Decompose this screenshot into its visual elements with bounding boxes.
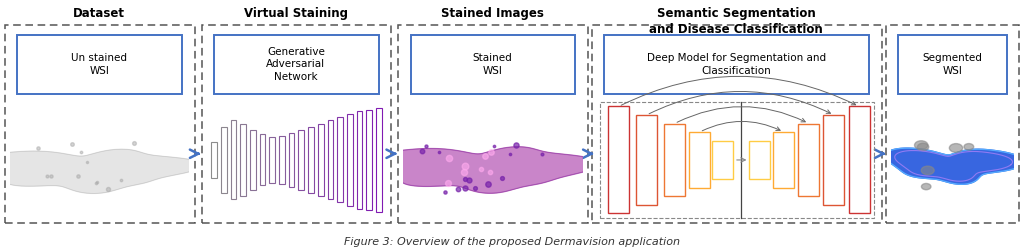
Bar	[289, 133, 295, 187]
Text: Stained Images: Stained Images	[441, 7, 544, 20]
Bar	[328, 121, 333, 199]
Bar	[823, 115, 845, 205]
Bar	[211, 142, 217, 178]
Bar	[347, 114, 352, 206]
Bar	[250, 130, 256, 190]
Polygon shape	[886, 148, 1024, 184]
Bar	[689, 132, 711, 188]
Bar	[665, 124, 685, 196]
Ellipse shape	[914, 141, 928, 150]
Bar	[636, 115, 657, 205]
FancyBboxPatch shape	[604, 35, 869, 94]
Text: Figure 3: Overview of the proposed Dermavision application: Figure 3: Overview of the proposed Derma…	[344, 237, 680, 247]
Bar	[269, 137, 275, 183]
Bar	[356, 111, 362, 209]
Bar	[221, 126, 226, 193]
Bar	[773, 132, 794, 188]
Polygon shape	[0, 149, 202, 193]
Text: Dataset: Dataset	[74, 7, 125, 20]
Text: Virtual Staining: Virtual Staining	[244, 7, 348, 20]
Bar	[376, 108, 382, 212]
Bar	[367, 110, 372, 210]
Text: Semantic Segmentation
and Disease Classification: Semantic Segmentation and Disease Classi…	[649, 7, 823, 36]
Ellipse shape	[918, 143, 929, 151]
FancyBboxPatch shape	[898, 35, 1007, 94]
Bar	[750, 141, 770, 179]
Bar	[712, 141, 732, 179]
Ellipse shape	[922, 166, 934, 175]
Bar	[799, 124, 819, 196]
Bar	[337, 118, 343, 202]
Bar	[849, 106, 869, 214]
Bar	[260, 134, 265, 186]
Bar	[279, 136, 285, 184]
Text: Un stained
WSI: Un stained WSI	[72, 53, 127, 76]
Ellipse shape	[949, 144, 963, 152]
Text: Deep Model for Segmentation and
Classification: Deep Model for Segmentation and Classifi…	[647, 53, 825, 76]
FancyBboxPatch shape	[411, 35, 575, 94]
FancyBboxPatch shape	[17, 35, 182, 94]
Text: Stained
WSI: Stained WSI	[473, 53, 512, 76]
Ellipse shape	[964, 144, 974, 150]
FancyBboxPatch shape	[214, 35, 379, 94]
Text: Segmented
WSI: Segmented WSI	[923, 53, 982, 76]
Bar	[608, 106, 629, 214]
Ellipse shape	[922, 184, 931, 190]
Polygon shape	[374, 147, 599, 193]
Bar	[241, 124, 246, 196]
Text: Generative
Adversarial
Network: Generative Adversarial Network	[266, 47, 326, 82]
Bar	[230, 121, 237, 199]
Bar	[308, 126, 314, 193]
Bar	[298, 130, 304, 190]
Bar	[317, 124, 324, 196]
